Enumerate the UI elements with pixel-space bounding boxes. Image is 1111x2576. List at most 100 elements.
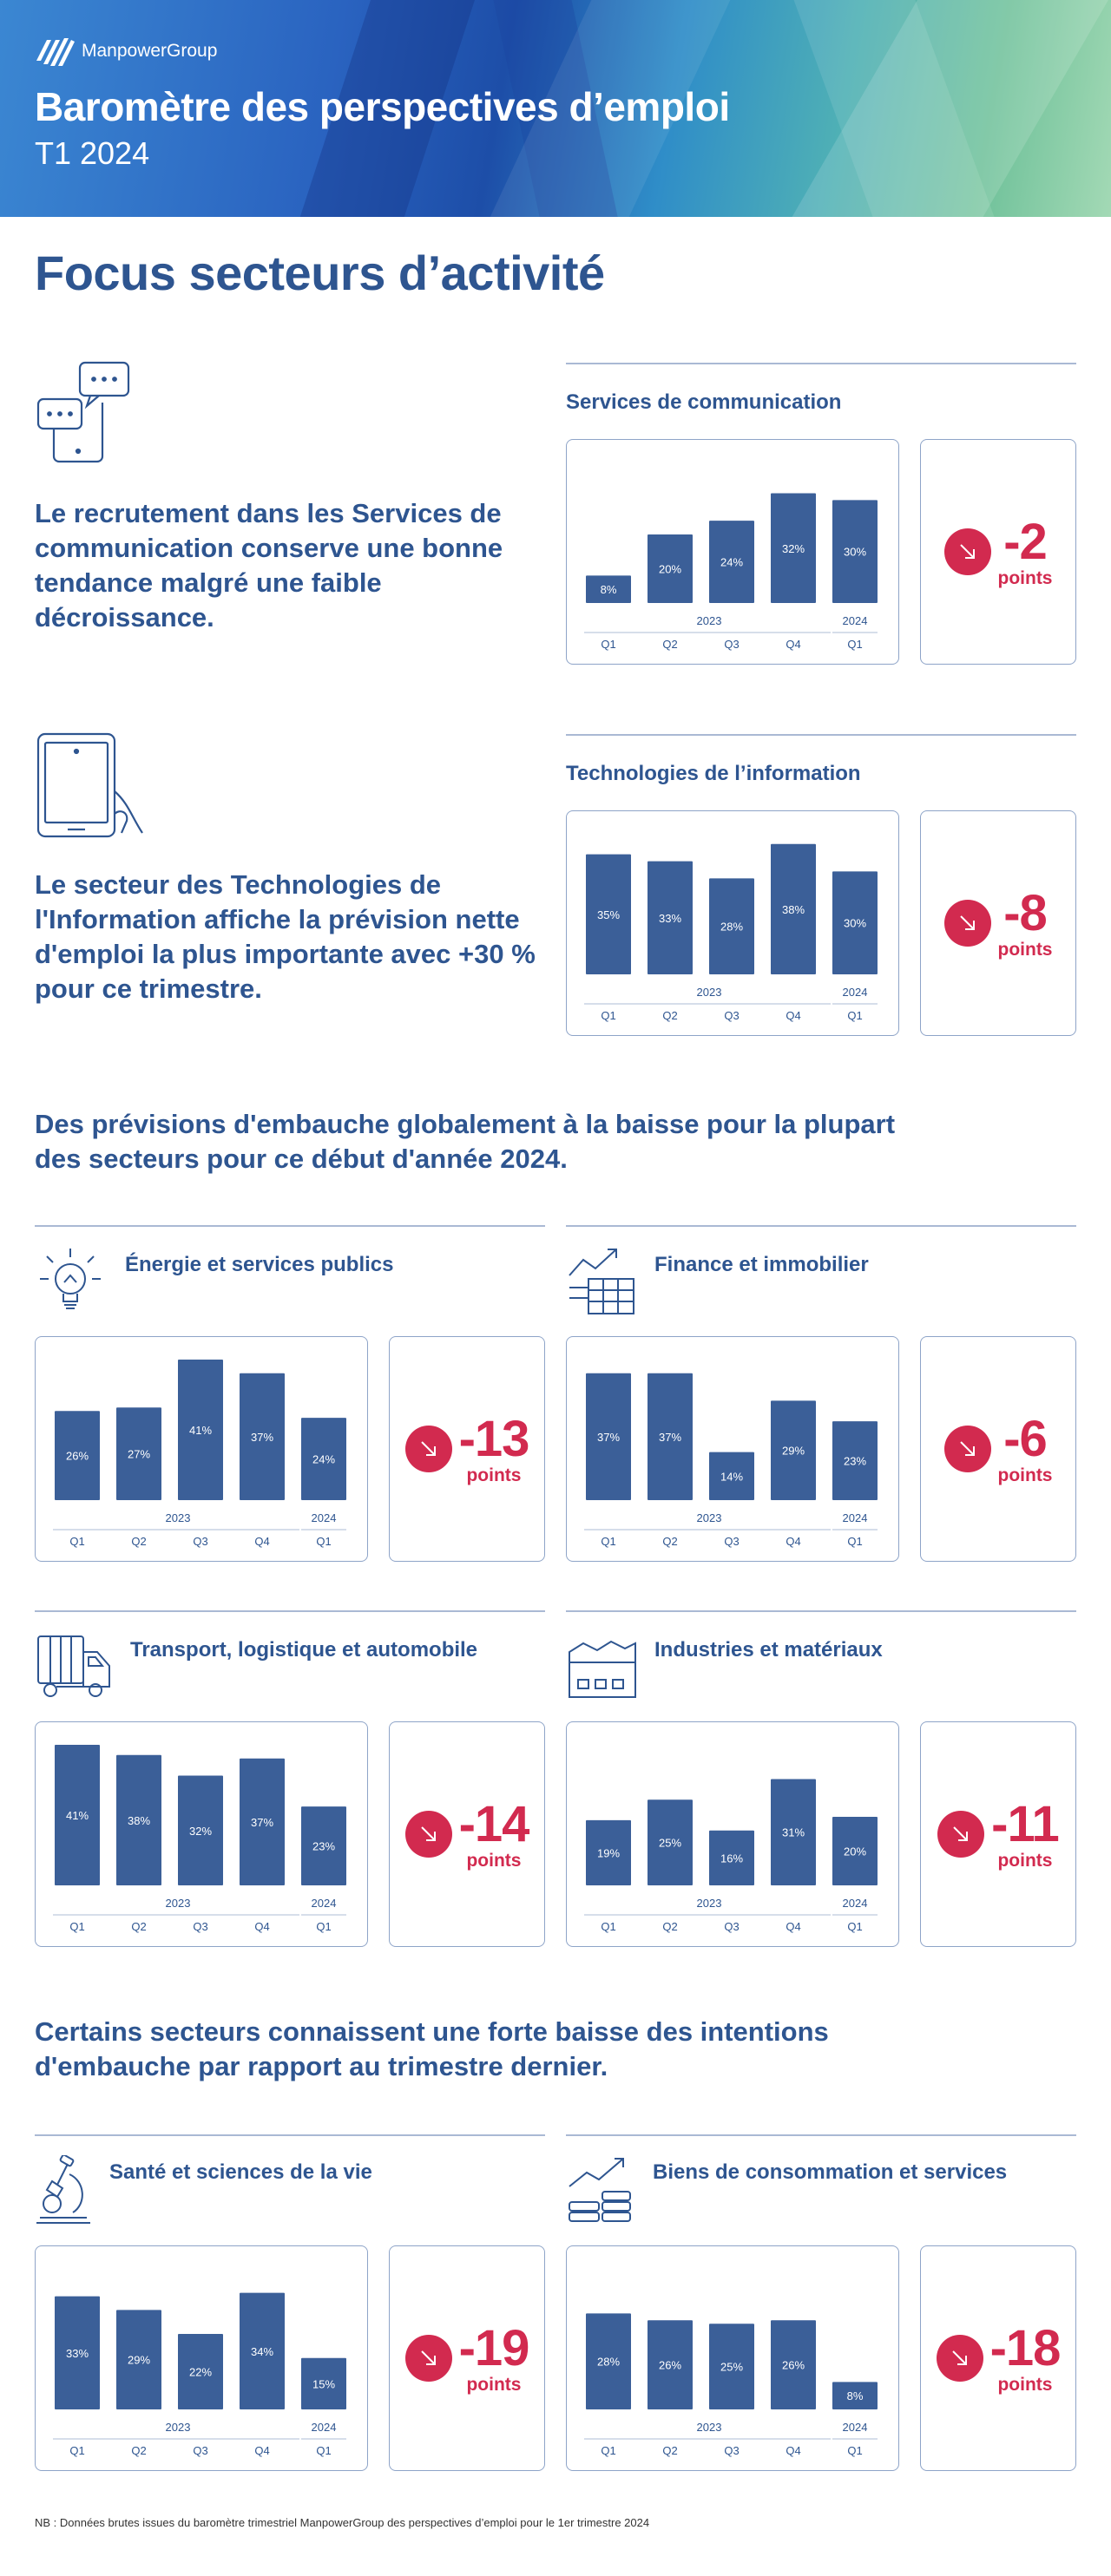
logo: ManpowerGroup: [35, 35, 217, 68]
year-label: 2023: [697, 1897, 722, 1910]
change-value: -13: [458, 1410, 530, 1467]
year-label: 2023: [166, 2421, 191, 2434]
bar-value-label: 24%: [720, 556, 743, 569]
change-box-industry: -11 points: [920, 1721, 1076, 1947]
bar-value-label: 34%: [251, 2345, 273, 2358]
bar-value-label: 33%: [659, 912, 681, 925]
x-tick-label: Q1: [601, 638, 615, 651]
bar: [648, 2320, 693, 2409]
x-tick-label: Q2: [131, 2444, 146, 2457]
bar-value-label: 20%: [659, 562, 681, 575]
bar-value-label: 20%: [844, 1845, 866, 1858]
bar: [771, 493, 816, 603]
x-tick-label: Q1: [601, 1009, 615, 1022]
bar: [586, 1819, 631, 1885]
bar: [832, 2382, 878, 2409]
bar-chart-finance: 37% Q1 37% Q2 14% Q3 29% Q4 23% Q1 2023 2024: [566, 1336, 899, 1562]
year-label: 2024: [843, 614, 868, 627]
bar: [55, 2296, 100, 2409]
x-tick-label: Q1: [847, 1535, 862, 1548]
bar: [709, 1452, 754, 1500]
x-tick-label: Q3: [724, 2444, 739, 2457]
bar-value-label: 32%: [189, 1825, 212, 1838]
down-arrow-icon: [404, 2335, 452, 2382]
sector-title-communication: Services de communication: [566, 390, 842, 414]
bar: [240, 1373, 285, 1500]
bar: [648, 1799, 693, 1885]
change-box-finance: -6 points: [920, 1336, 1076, 1562]
change-box-energy: -13 points: [389, 1336, 545, 1562]
page-subtitle: T1 2024: [35, 135, 150, 171]
x-tick-label: Q1: [601, 1920, 615, 1933]
x-tick-label: Q1: [601, 1535, 615, 1548]
year-label: 2023: [166, 1897, 191, 1910]
bar-value-label: 33%: [66, 2347, 89, 2360]
bar-value-label: 14%: [720, 1470, 743, 1483]
x-tick-label: Q1: [316, 2444, 331, 2457]
year-label: 2024: [312, 1511, 337, 1524]
x-tick-label: Q4: [786, 638, 800, 651]
sector-title-energy: Énergie et services publics: [125, 1253, 394, 1276]
x-tick-label: Q1: [847, 1920, 862, 1933]
divider: [35, 2134, 545, 2136]
bar-value-label: 32%: [782, 542, 805, 555]
change-unit: points: [466, 1850, 522, 1871]
x-tick-label: Q1: [316, 1535, 331, 1548]
bar-chart-consumer: 28% Q1 26% Q2 25% Q3 26% Q4 8% Q1 2023 2024: [566, 2245, 899, 2471]
year-label: 2024: [312, 2421, 337, 2434]
sector-title-health: Santé et sciences de la vie: [109, 2160, 372, 2184]
bar: [240, 2292, 285, 2409]
bar-value-label: 38%: [782, 903, 805, 916]
change-indicator: -6 points: [921, 1337, 1075, 1561]
year-label: 2024: [843, 1511, 868, 1524]
change-value: -6: [1003, 1410, 1048, 1467]
bar: [586, 2313, 631, 2409]
year-label: 2023: [697, 986, 722, 999]
change-unit: points: [997, 567, 1053, 588]
bar-value-label: 24%: [312, 1453, 335, 1466]
bar: [240, 1758, 285, 1885]
change-indicator: -19 points: [390, 2246, 544, 2470]
sector-title-industry: Industries et matériaux: [654, 1638, 883, 1662]
page-title: Baromètre des perspectives d’emploi: [35, 84, 730, 129]
year-label: 2024: [843, 1897, 868, 1910]
bar: [709, 521, 754, 603]
year-label: 2024: [843, 2421, 868, 2434]
x-tick-label: Q2: [662, 1535, 677, 1548]
bar-value-label: 8%: [601, 583, 617, 596]
change-box-health: -19 points: [389, 2245, 545, 2471]
change-box-it: -8 points: [920, 810, 1076, 1036]
bar: [178, 1359, 223, 1500]
chart-svg: 35% Q1 33% Q2 28% Q3 38% Q4 30% Q1 2023 2024: [584, 843, 878, 1022]
x-tick-label: Q2: [131, 1535, 146, 1548]
bar-value-label: 23%: [312, 1840, 335, 1853]
down-arrow-icon: [936, 2335, 983, 2382]
manpower-logo-icon: [36, 38, 75, 66]
divider: [566, 363, 1076, 364]
x-tick-label: Q4: [254, 2444, 269, 2457]
bar-value-label: 29%: [782, 1445, 805, 1458]
bar-value-label: 29%: [128, 2354, 150, 2367]
header-banner: ManpowerGroup Baromètre des perspectives…: [0, 0, 1111, 217]
bar-value-label: 25%: [659, 1837, 681, 1850]
x-tick-label: Q3: [724, 1535, 739, 1548]
bar: [178, 1775, 223, 1885]
bar-value-label: 16%: [720, 1852, 743, 1865]
change-indicator: -2 points: [921, 440, 1075, 664]
change-box-consumer: -18 points: [920, 2245, 1076, 2471]
bar: [832, 1816, 878, 1885]
down-arrow-icon: [404, 1426, 452, 1472]
bar-value-label: 8%: [847, 2389, 864, 2402]
divider: [35, 1610, 545, 1612]
down-arrow-icon: [943, 900, 991, 947]
x-tick-label: Q3: [193, 1535, 207, 1548]
growth-chart-icon: [569, 1249, 634, 1314]
bar: [771, 1400, 816, 1500]
bar-value-label: 37%: [251, 1816, 273, 1829]
bar: [586, 854, 631, 974]
x-tick-label: Q3: [724, 1009, 739, 1022]
bar-value-label: 25%: [720, 2361, 743, 2374]
bar: [832, 871, 878, 974]
change-value: -8: [1003, 884, 1048, 941]
truck-icon: [37, 1635, 110, 1697]
